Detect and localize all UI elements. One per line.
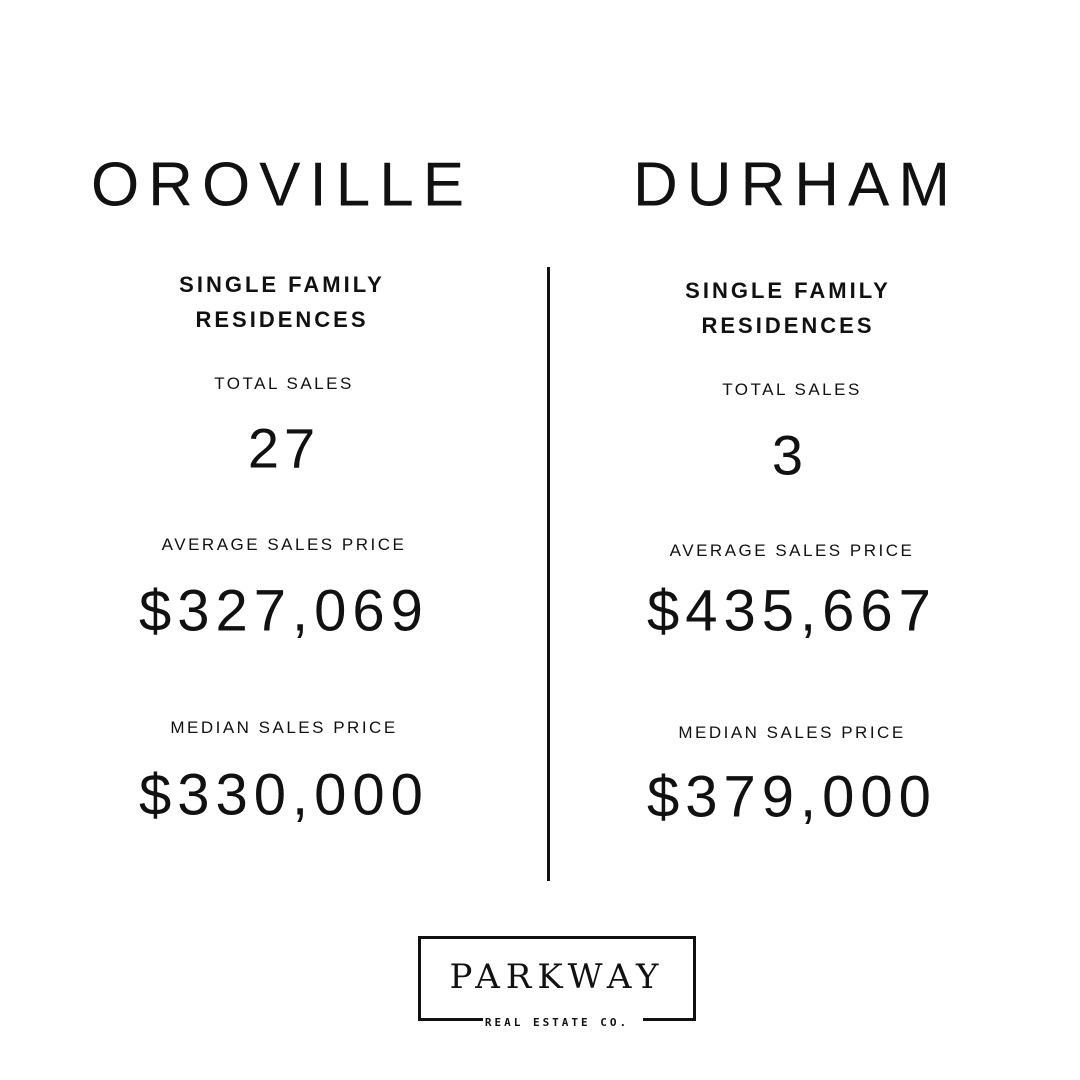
logo-border-segment [643,1018,693,1021]
median-price-label: MEDIAN SALES PRICE [678,723,906,742]
total-sales-value: 3 [771,423,809,487]
median-price-value: $330,000 [139,762,429,828]
subtitle-line: RESIDENCES [701,313,875,338]
property-type: SINGLE FAMILY RESIDENCES [538,273,1038,343]
subtitle-line: SINGLE FAMILY [685,278,891,303]
average-price-label: AVERAGE SALES PRICE [669,541,915,560]
subtitle-line: SINGLE FAMILY [179,272,385,297]
city-title: DURHAM [632,150,960,220]
property-type: SINGLE FAMILY RESIDENCES [32,267,532,337]
total-sales-label: TOTAL SALES [214,374,354,393]
average-price-value: $327,069 [139,578,429,644]
median-price-value: $379,000 [647,764,937,830]
city-title: OROVILLE [90,150,474,220]
logo-border-segment [421,1018,483,1021]
column-divider [547,267,550,881]
average-price-label: AVERAGE SALES PRICE [161,535,407,554]
average-price-value: $435,667 [647,578,937,644]
subtitle-line: RESIDENCES [195,307,369,332]
total-sales-value: 27 [247,416,321,480]
median-price-label: MEDIAN SALES PRICE [170,718,398,737]
parkway-logo: PARKWAY REAL ESTATE CO. [418,936,696,1029]
logo-tagline: REAL ESTATE CO. [484,1016,630,1029]
total-sales-label: TOTAL SALES [722,380,862,399]
logo-name: PARKWAY [449,957,665,997]
